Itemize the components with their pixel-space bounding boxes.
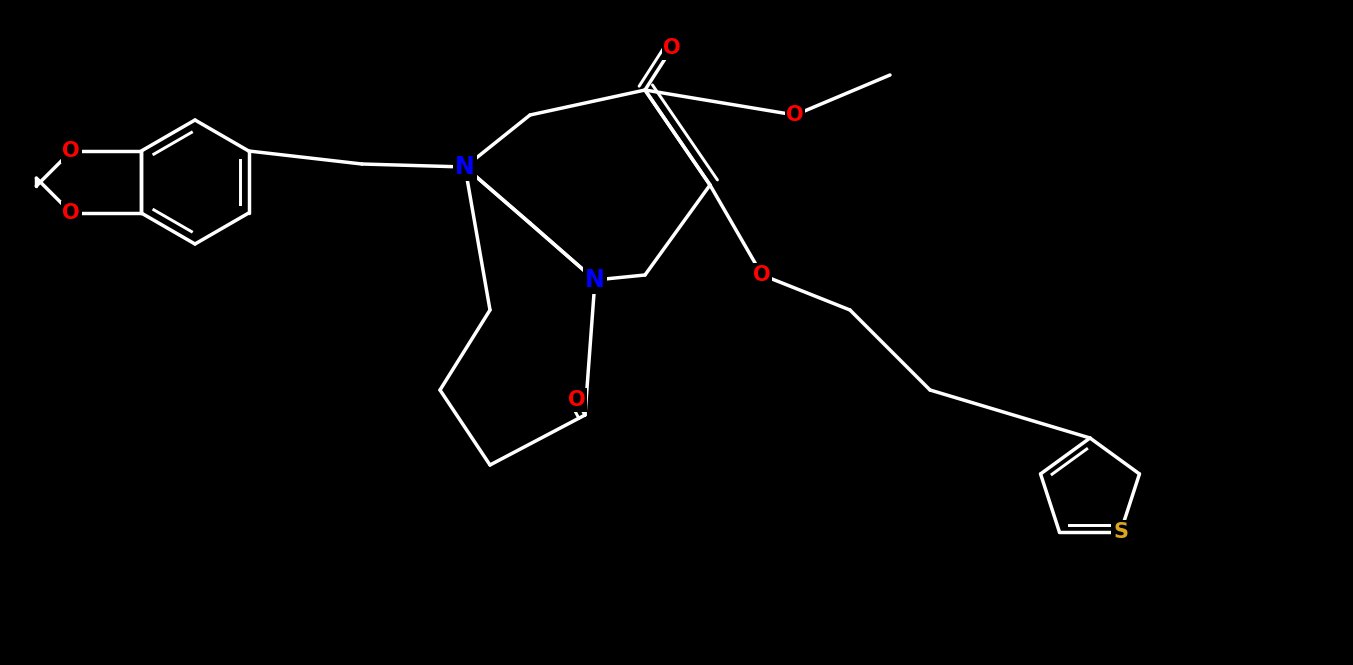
Text: O: O (754, 265, 771, 285)
Text: N: N (584, 268, 605, 292)
Text: O: O (568, 390, 586, 410)
Text: O: O (663, 38, 681, 58)
Text: S: S (1114, 522, 1128, 542)
Text: O: O (62, 203, 80, 223)
Text: N: N (455, 155, 475, 179)
Text: O: O (786, 105, 804, 125)
Text: O: O (62, 141, 80, 161)
